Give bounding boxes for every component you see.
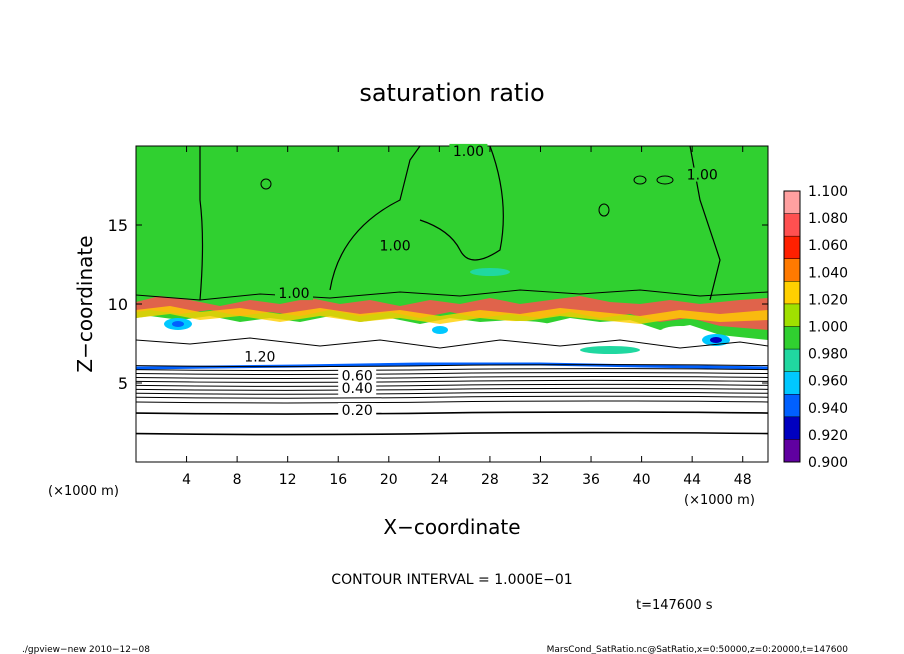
x-tick-label: 20 bbox=[380, 472, 398, 488]
colorbar-swatch bbox=[784, 371, 800, 395]
colorbar-label: 1.040 bbox=[808, 265, 848, 281]
colorbar-swatch bbox=[784, 258, 800, 282]
colorbar-swatch bbox=[784, 349, 800, 373]
colorbar-label: 1.060 bbox=[808, 238, 848, 254]
x-tick-label: 32 bbox=[532, 472, 550, 488]
contour-label: 1.00 bbox=[687, 168, 718, 184]
colorbar-label: 0.940 bbox=[808, 401, 848, 417]
x-unit-left: (×1000 m) bbox=[48, 484, 119, 499]
contour-label: 1.00 bbox=[453, 144, 484, 160]
contour-label: 0.20 bbox=[342, 403, 373, 419]
y-axis-label: Z−coordinate bbox=[73, 235, 97, 372]
colorbar-swatch bbox=[784, 281, 800, 305]
x-tick-label: 4 bbox=[182, 472, 191, 488]
x-tick-label: 48 bbox=[734, 472, 752, 488]
footer-left: ./gpview−new 2010−12−08 bbox=[22, 645, 150, 654]
colorbar-label: 0.900 bbox=[808, 455, 848, 471]
x-unit-right: (×1000 m) bbox=[684, 493, 755, 508]
x-tick-label: 16 bbox=[329, 472, 347, 488]
y-tick-label: 5 bbox=[118, 374, 128, 393]
region-cyan-upper bbox=[470, 268, 510, 276]
colorbar-label: 1.020 bbox=[808, 292, 848, 308]
x-tick-label: 8 bbox=[233, 472, 242, 488]
contour-label: 1.00 bbox=[278, 286, 309, 302]
x-tick-label: 44 bbox=[683, 472, 701, 488]
colorbar-label: 1.080 bbox=[808, 211, 848, 227]
contour-label: 1.00 bbox=[380, 239, 411, 255]
colorbar-swatch bbox=[784, 236, 800, 260]
colorbar-label: 0.920 bbox=[808, 428, 848, 444]
contour-label: 1.20 bbox=[244, 349, 275, 365]
contour-label: 0.40 bbox=[342, 381, 373, 397]
footer-right: MarsCond_SatRatio.nc@SatRatio,x=0:50000,… bbox=[547, 645, 849, 654]
contour-label: 0.60 bbox=[342, 368, 373, 384]
colorbar-label: 0.980 bbox=[808, 347, 848, 363]
region-yellow-band bbox=[136, 306, 768, 324]
plot-area bbox=[136, 146, 768, 462]
colorbar-swatch bbox=[784, 416, 800, 440]
lower-contours bbox=[136, 364, 768, 436]
x-axis-label: X−coordinate bbox=[383, 515, 520, 539]
x-tick-label: 40 bbox=[633, 472, 651, 488]
colorbar-label: 1.100 bbox=[808, 184, 848, 200]
x-tick-label: 24 bbox=[430, 472, 448, 488]
y-axis: 5 10 15 bbox=[108, 216, 768, 393]
y-tick-label: 10 bbox=[108, 295, 128, 314]
colorbar: 1.100 1.080 1.060 1.040 1.020 1.000 0.980 0.960… bbox=[783, 184, 848, 471]
colorbar-swatch bbox=[784, 213, 800, 237]
colorbar-label: 0.960 bbox=[808, 374, 848, 390]
colorbar-swatch bbox=[784, 394, 800, 418]
x-tick-label: 36 bbox=[582, 472, 600, 488]
colorbar-swatch bbox=[784, 439, 800, 463]
colorbar-swatch bbox=[784, 191, 800, 215]
contour-labels: 1.00 1.00 1.00 1.00 1.20 0.600.40 0.20 bbox=[240, 143, 722, 419]
contour-interval: CONTOUR INTERVAL = 1.000E−01 bbox=[331, 572, 572, 588]
x-axis: 4 8 12 16 20 24 28 32 36 40 44 48 bbox=[182, 146, 752, 488]
colorbar-label: 1.000 bbox=[808, 320, 848, 336]
x-tick-label: 12 bbox=[279, 472, 297, 488]
chart-title: saturation ratio bbox=[359, 79, 544, 107]
y-tick-label: 15 bbox=[108, 216, 128, 235]
x-tick-label: 28 bbox=[481, 472, 499, 488]
region-supersaturated bbox=[136, 296, 768, 330]
colorbar-swatch bbox=[784, 326, 800, 350]
time-label: t=147600 s bbox=[636, 598, 713, 613]
colorbar-swatch bbox=[784, 303, 800, 327]
